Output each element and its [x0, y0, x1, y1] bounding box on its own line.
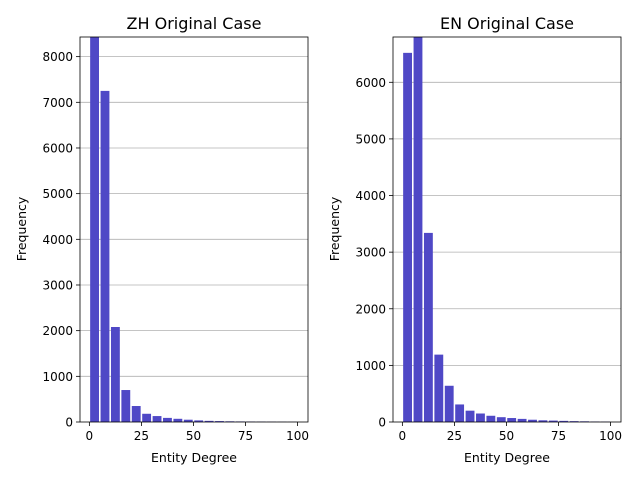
zh-y-tick-label-1: 1000 — [42, 370, 73, 384]
zh-bar-9 — [183, 419, 193, 422]
en-bar-5 — [455, 404, 465, 422]
en-y-tick-label-3: 3000 — [355, 246, 386, 260]
zh-bar-0 — [90, 37, 99, 422]
zh-y-tick-label-6: 6000 — [42, 141, 73, 155]
en-bar-14 — [548, 420, 558, 422]
en-y-tick-label-6: 6000 — [355, 76, 386, 90]
en-bar-8 — [486, 415, 496, 422]
zh-x-tick-label-0: 0 — [86, 429, 94, 443]
zh-bar-1 — [100, 90, 110, 422]
zh-bar-6 — [152, 416, 162, 422]
en-bar-6 — [465, 410, 475, 422]
zh-bar-12 — [215, 421, 224, 422]
en-y-axis-label: Frequency — [327, 196, 342, 261]
zh-bar-3 — [121, 390, 131, 422]
en-x-tick-label-3: 75 — [551, 429, 566, 443]
zh-y-tick-label-7: 7000 — [42, 96, 73, 110]
en-bar-0 — [403, 52, 412, 423]
en-y-tick-label-2: 2000 — [355, 302, 386, 316]
zh-y-tick-label-5: 5000 — [42, 187, 73, 201]
zh-x-tick-label-4: 100 — [286, 429, 309, 443]
en-bar-9 — [496, 417, 506, 422]
en-x-tick-label-0: 0 — [399, 429, 407, 443]
en-x-tick-label-4: 100 — [599, 429, 622, 443]
en-bar-10 — [507, 418, 517, 422]
zh-y-tick-label-3: 3000 — [42, 278, 73, 292]
zh-plot-frame — [79, 36, 309, 423]
en-plot-frame — [392, 36, 622, 423]
en-bar-12 — [528, 419, 537, 422]
zh-x-tick-label-2: 50 — [186, 429, 201, 443]
en-bar-13 — [538, 420, 548, 422]
en-bar-16 — [569, 421, 579, 422]
en-bar-11 — [517, 418, 527, 422]
zh-x-axis-label: Entity Degree — [151, 450, 237, 465]
en-y-tick-label-4: 4000 — [355, 189, 386, 203]
zh-bar-5 — [142, 413, 152, 422]
zh-y-tick-label-2: 2000 — [42, 324, 73, 338]
en-bar-15 — [559, 420, 569, 422]
en-bar-4 — [444, 385, 454, 422]
zh-y-axis-label: Frequency — [14, 196, 29, 261]
en-y-tick-label-0: 0 — [378, 416, 386, 430]
en-bar-7 — [476, 413, 485, 422]
en-bar-1 — [413, 37, 423, 422]
zh-bar-7 — [163, 417, 172, 422]
en-x-tick-label-2: 50 — [499, 429, 514, 443]
zh-bar-10 — [194, 420, 204, 422]
zh-y-tick-label-0: 0 — [65, 416, 73, 430]
zh-bar-2 — [110, 327, 120, 422]
en-bar-2 — [423, 232, 433, 422]
zh-bar-8 — [173, 418, 183, 422]
zh-bar-11 — [204, 420, 214, 422]
zh-y-tick-label-8: 8000 — [42, 50, 73, 64]
zh-bar-4 — [131, 406, 141, 422]
zh-x-tick-label-1: 25 — [134, 429, 149, 443]
zh-x-tick-label-3: 75 — [238, 429, 253, 443]
en-x-axis-label: Entity Degree — [464, 450, 550, 465]
en-x-tick-label-1: 25 — [447, 429, 462, 443]
zh-y-tick-label-4: 4000 — [42, 233, 73, 247]
en-histogram-panel: EN Original Case Entity Degree Frequency… — [327, 14, 622, 465]
zh-histogram-panel: ZH Original Case Entity Degree Frequency… — [14, 14, 309, 465]
en-y-tick-label-5: 5000 — [355, 132, 386, 146]
en-y-tick-label-1: 1000 — [355, 359, 386, 373]
en-chart-title: EN Original Case — [440, 14, 574, 33]
en-bar-3 — [434, 354, 444, 422]
zh-chart-title: ZH Original Case — [127, 14, 262, 33]
